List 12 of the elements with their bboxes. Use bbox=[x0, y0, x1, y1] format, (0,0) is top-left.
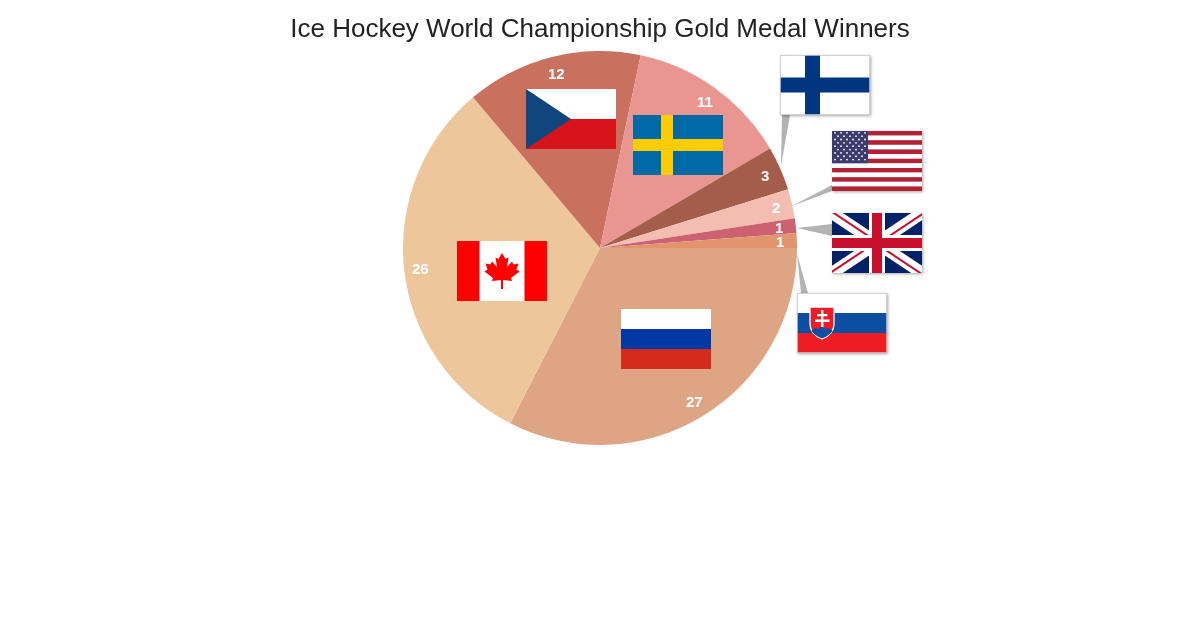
data-label: 26 bbox=[412, 260, 429, 277]
data-label: 27 bbox=[686, 393, 703, 410]
pie-slice bbox=[600, 218, 797, 248]
data-label: 11 bbox=[697, 93, 713, 110]
pie-slice bbox=[600, 189, 795, 248]
data-label: 3 bbox=[761, 167, 770, 184]
pie-slice bbox=[600, 148, 789, 248]
data-label: 2 bbox=[772, 199, 781, 216]
data-label: 1 bbox=[776, 233, 785, 250]
data-label: 1 bbox=[775, 219, 784, 236]
chart-title: Ice Hockey World Championship Gold Medal Winners bbox=[290, 13, 910, 44]
data-label: 12 bbox=[548, 65, 565, 82]
